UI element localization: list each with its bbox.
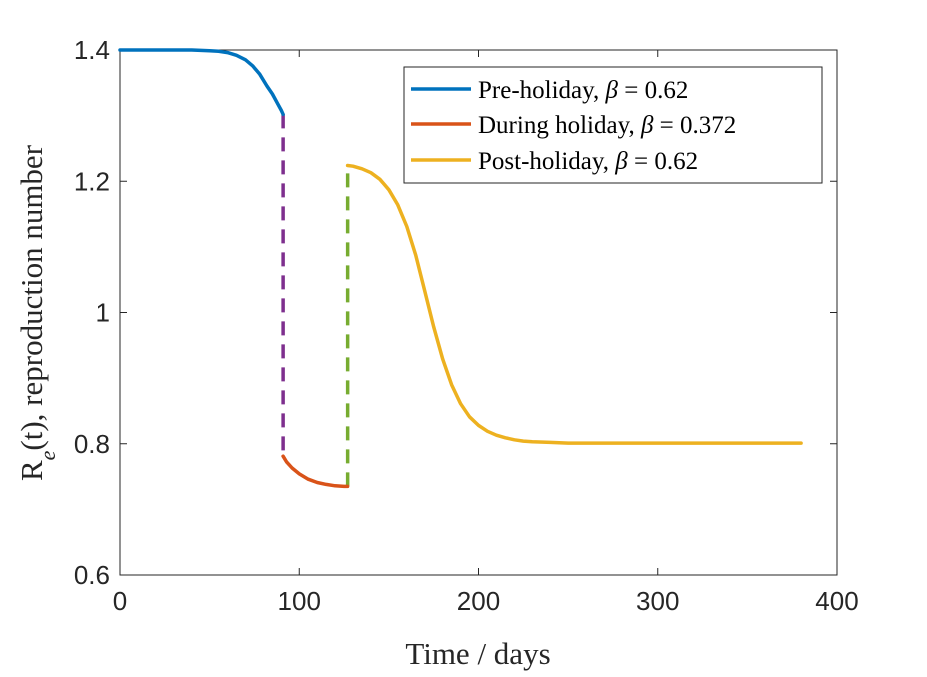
x-axis-label: Time / days bbox=[405, 636, 550, 671]
x-tick-label: 0 bbox=[113, 586, 127, 616]
series-line-1 bbox=[118, 48, 285, 117]
y-tick-label: 0.6 bbox=[74, 560, 110, 590]
legend-box bbox=[403, 66, 823, 184]
x-tick-label: 200 bbox=[457, 586, 500, 616]
x-tick-label: 300 bbox=[636, 586, 679, 616]
x-tick-labels: 0 100 200 300 400 bbox=[113, 586, 859, 616]
y-tick-label: 1.2 bbox=[74, 166, 110, 196]
y-tick-label: 1 bbox=[96, 298, 110, 328]
x-tick-label: 100 bbox=[278, 586, 321, 616]
y-tick-label: 0.8 bbox=[74, 429, 110, 459]
series-line-2 bbox=[281, 454, 350, 489]
legend-label-2: During holiday, β = 0.372 bbox=[478, 112, 736, 139]
y-tick-label: 1.4 bbox=[74, 35, 110, 65]
series-lines bbox=[118, 48, 803, 489]
y-tick-labels: 0.6 0.8 1 1.2 1.4 bbox=[74, 35, 110, 590]
y-axis-label: Re(t), reproduction number bbox=[14, 144, 60, 481]
legend-label-1: Pre-holiday, β = 0.62 bbox=[478, 77, 688, 104]
legend-label-3: Post-holiday, β = 0.62 bbox=[478, 148, 698, 175]
x-tick-label: 400 bbox=[815, 586, 858, 616]
series-line-3 bbox=[345, 163, 803, 445]
legend: Pre-holiday, β = 0.62 During holiday, β =… bbox=[403, 66, 823, 184]
